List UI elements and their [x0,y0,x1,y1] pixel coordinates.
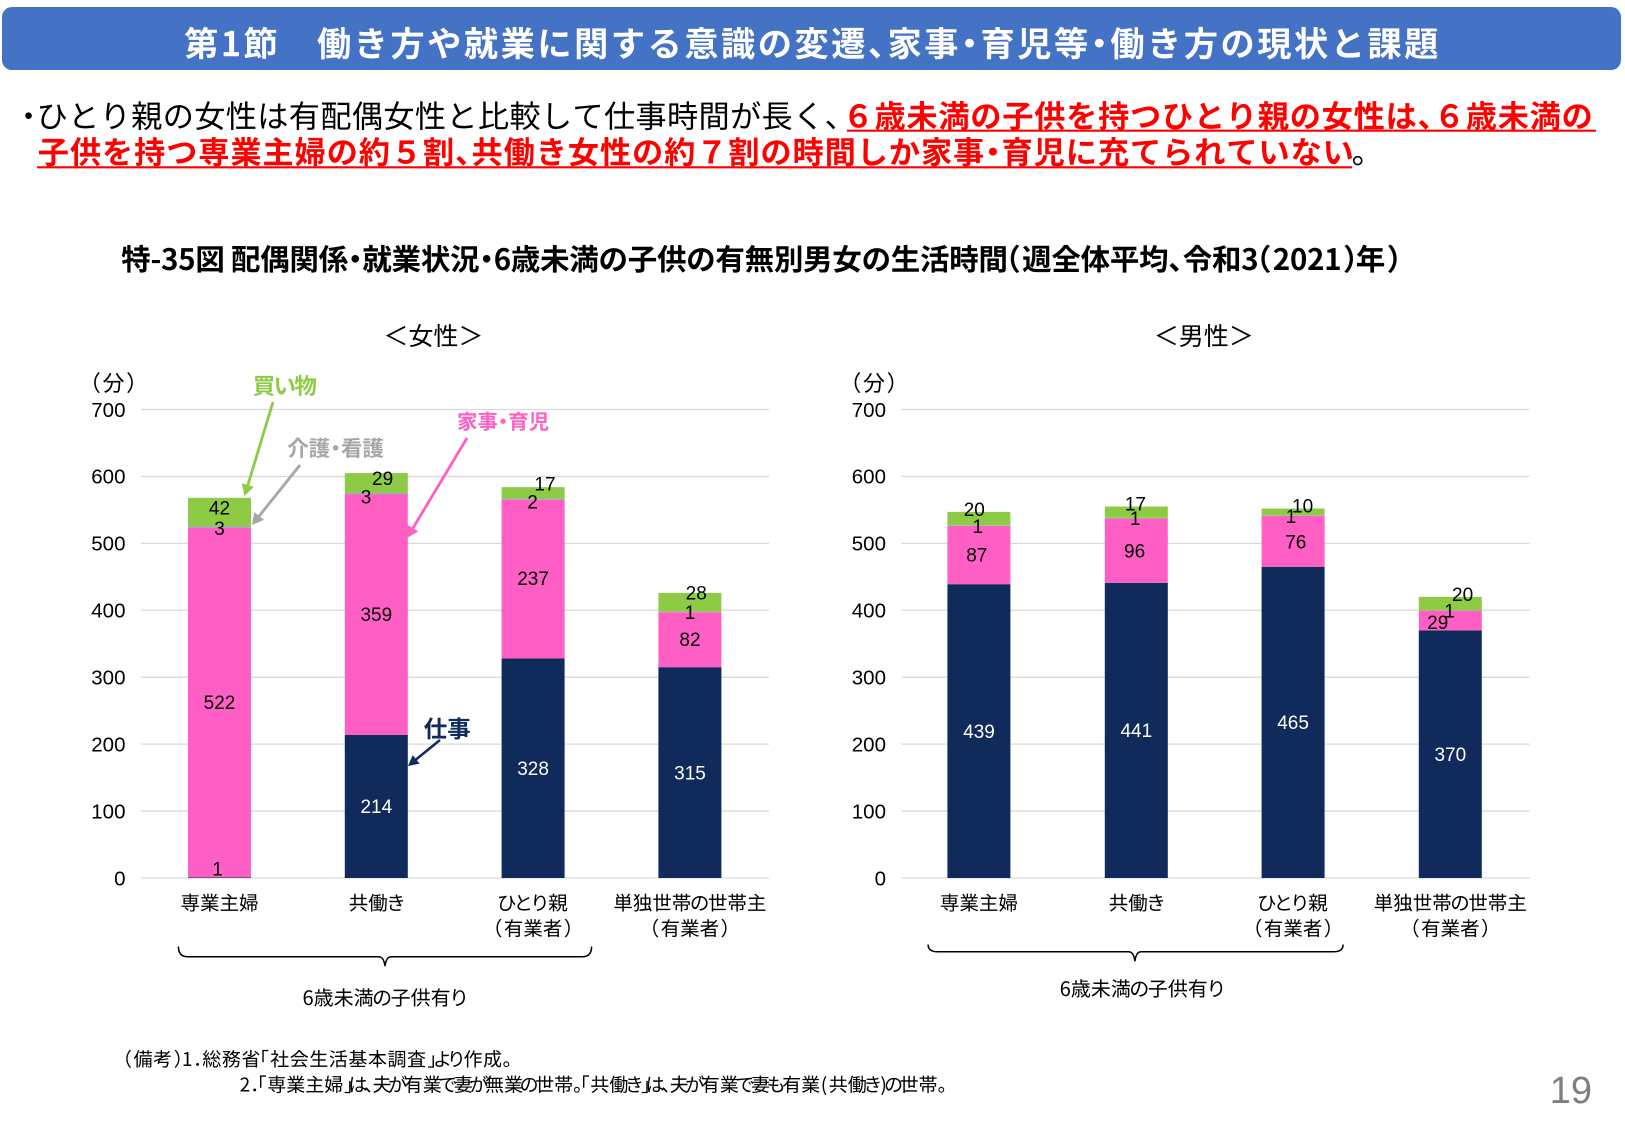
svg-text:17: 17 [1125,495,1146,516]
svg-text:17: 17 [534,474,555,495]
svg-text:700: 700 [91,399,125,422]
svg-text:1: 1 [1286,507,1297,528]
svg-text:29: 29 [372,469,393,490]
svg-text:28: 28 [686,584,707,605]
svg-text:100: 100 [91,800,125,823]
svg-text:20: 20 [1452,585,1473,606]
svg-text:82: 82 [679,630,700,651]
svg-text:20: 20 [964,500,985,521]
svg-text:1: 1 [212,860,223,881]
svg-text:1: 1 [685,603,696,624]
svg-text:359: 359 [360,605,392,626]
svg-text:700: 700 [852,399,886,422]
svg-text:237: 237 [517,569,549,590]
svg-text:3: 3 [214,519,225,540]
svg-text:42: 42 [209,499,230,520]
svg-text:439: 439 [963,722,995,743]
svg-text:100: 100 [852,800,886,823]
svg-text:0: 0 [875,867,886,890]
svg-text:1: 1 [1444,601,1455,622]
svg-text:600: 600 [852,466,886,489]
svg-text:315: 315 [674,763,706,784]
svg-text:300: 300 [91,667,125,690]
svg-text:87: 87 [966,545,987,566]
svg-text:3: 3 [361,488,372,509]
svg-text:328: 328 [517,759,549,780]
svg-text:76: 76 [1285,533,1306,554]
svg-text:19: 19 [1550,1070,1592,1112]
svg-text:0: 0 [114,867,125,890]
svg-text:300: 300 [852,667,886,690]
svg-text:500: 500 [91,533,125,556]
svg-text:500: 500 [852,533,886,556]
svg-text:370: 370 [1434,745,1466,766]
svg-text:1: 1 [1130,509,1141,530]
svg-text:400: 400 [852,600,886,623]
svg-text:200: 200 [852,733,886,756]
svg-text:1: 1 [973,517,984,538]
svg-text:200: 200 [91,733,125,756]
svg-text:600: 600 [91,466,125,489]
svg-text:29: 29 [1427,613,1448,634]
svg-text:214: 214 [360,797,392,818]
svg-text:2: 2 [527,492,538,513]
svg-text:10: 10 [1292,496,1313,517]
svg-text:465: 465 [1277,713,1309,734]
svg-text:441: 441 [1120,721,1152,742]
svg-text:400: 400 [91,600,125,623]
svg-text:522: 522 [204,693,236,714]
svg-text:96: 96 [1124,541,1145,562]
